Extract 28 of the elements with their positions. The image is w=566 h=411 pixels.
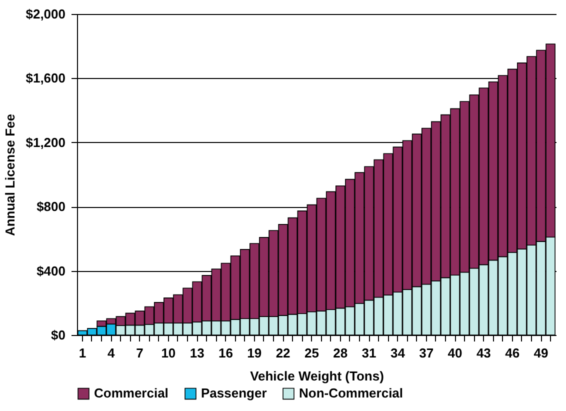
legend-label: Passenger <box>201 386 267 401</box>
x-tick-label: 28 <box>333 346 348 360</box>
x-tick-label: 19 <box>247 346 262 360</box>
y-axis-title: Annual License Fee <box>2 114 18 236</box>
x-tick-label: 13 <box>190 346 204 360</box>
x-tick-label: 1 <box>78 346 86 360</box>
y-tick-label: $400 <box>36 263 66 278</box>
x-tick-label: 43 <box>476 346 491 360</box>
x-axis-title: Vehicle Weight (Tons) <box>250 368 384 384</box>
x-tick-label: 49 <box>534 346 548 360</box>
x-tick-label: 7 <box>136 346 144 360</box>
x-tick-label: 46 <box>505 346 520 360</box>
y-tick-label: $2,000 <box>26 6 66 22</box>
legend-label: Non-Commercial <box>299 386 404 401</box>
y-tick-label: $800 <box>36 199 66 214</box>
x-tick-label: 34 <box>390 346 406 360</box>
x-tick-label: 4 <box>107 346 116 360</box>
x-tick-label: 25 <box>304 346 319 360</box>
x-tick-label: 10 <box>161 346 176 360</box>
y-tick-label: $1,600 <box>26 70 66 86</box>
x-tick-label: 40 <box>448 346 462 360</box>
x-tick-label: 22 <box>276 346 290 360</box>
x-tick-label: 37 <box>419 346 434 360</box>
y-tick-label: $1,200 <box>26 134 66 150</box>
x-tick-label: 31 <box>362 346 376 360</box>
x-tick-label: 16 <box>218 346 233 360</box>
y-tick-label: $0 <box>51 328 66 342</box>
legend-label: Commercial <box>94 386 168 401</box>
